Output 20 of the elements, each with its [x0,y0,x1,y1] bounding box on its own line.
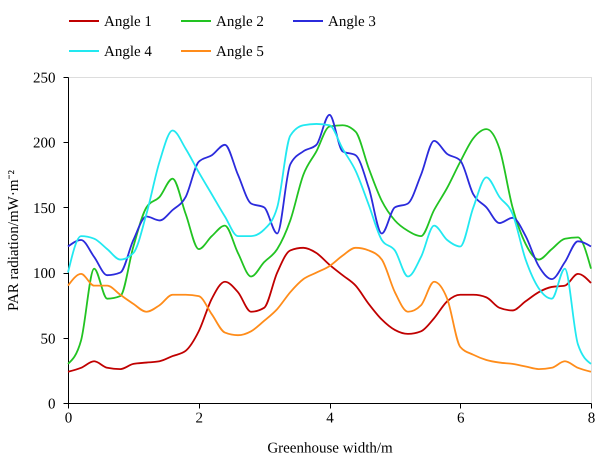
legend-label: Angle 1 [104,14,152,30]
x-tick-label: 0 [64,410,72,426]
x-tick-label: 2 [196,410,203,426]
x-tick-label: 6 [457,410,465,426]
y-tick-label: 0 [48,396,56,412]
line-series [67,246,592,373]
y-tick-label: 250 [33,70,56,86]
legend-label: Angle 5 [216,44,264,60]
y-tick-label: 50 [40,331,56,348]
legend-label: Angle 4 [104,44,152,60]
y-axis-title: PAR radiation/mW·m⁻² [6,169,22,312]
y-tick-label: 100 [33,266,56,282]
x-tick-label: 8 [588,410,596,426]
x-tick-label: 4 [326,410,334,426]
x-axis-title: Greenhouse width/m [267,440,394,456]
y-tick-label: 150 [33,200,56,217]
line-series [67,114,592,280]
y-tick-label: 200 [33,136,56,152]
legend-label: Angle 3 [328,14,376,30]
legend-label: Angle 2 [216,14,264,30]
